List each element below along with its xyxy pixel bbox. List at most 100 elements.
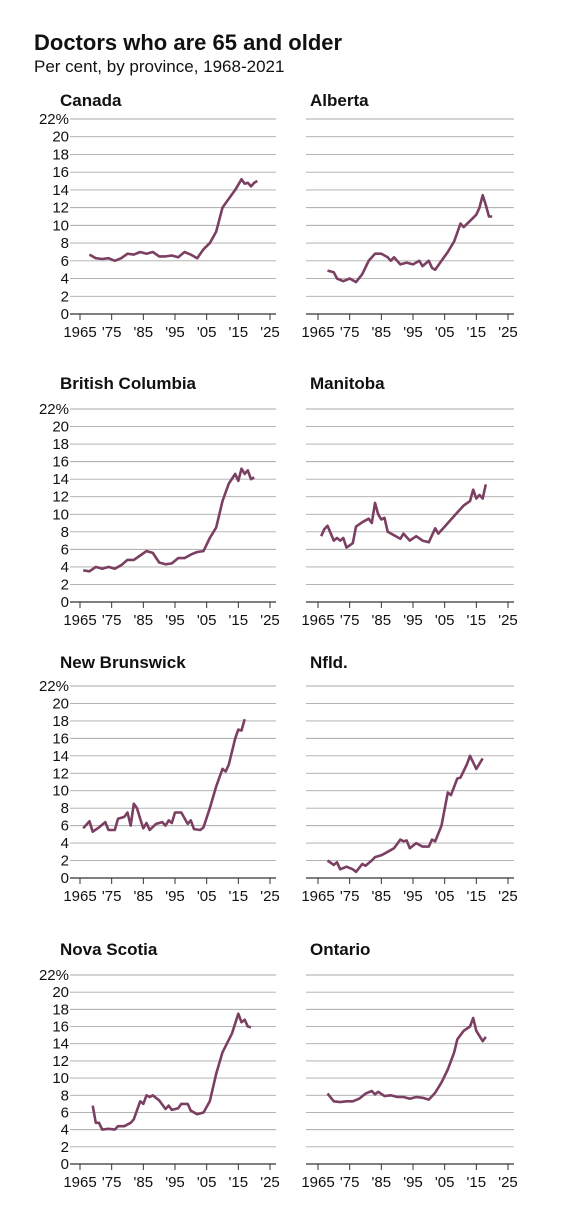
y-tick-label: 8 (61, 524, 69, 541)
y-tick-label: 18 (52, 713, 69, 730)
y-tick-label: 14 (52, 748, 69, 765)
x-tick-label: '25 (260, 888, 280, 905)
x-tick-label: '85 (134, 324, 154, 341)
x-tick-label: '85 (372, 888, 392, 905)
x-tick-label: 1965 (63, 1174, 96, 1191)
x-tick-label: '95 (403, 324, 423, 341)
x-tick-label: '25 (260, 324, 280, 341)
y-tick-label: 16 (52, 730, 69, 747)
y-tick-label: 12 (52, 489, 69, 506)
x-tick-label: '05 (197, 612, 217, 629)
y-tick-label: 2 (61, 288, 69, 305)
y-tick-label: 14 (52, 1036, 69, 1053)
data-line (83, 467, 255, 573)
y-tick-label: 22% (39, 678, 69, 695)
panel-title: British Columbia (60, 374, 197, 393)
x-tick-label: '75 (102, 888, 122, 905)
x-tick-label: '15 (229, 888, 249, 905)
y-tick-label: 10 (52, 783, 69, 800)
panel-title: Nfld. (310, 653, 348, 672)
x-tick-label: '05 (435, 888, 455, 905)
x-tick-label: '15 (467, 324, 487, 341)
x-tick-label: '15 (229, 1174, 249, 1191)
y-tick-label: 8 (61, 800, 69, 817)
x-tick-label: '85 (134, 612, 154, 629)
y-tick-label: 2 (61, 576, 69, 593)
y-tick-label: 20 (52, 419, 69, 436)
x-tick-label: 1965 (63, 888, 96, 905)
y-tick-label: 14 (52, 182, 69, 199)
panel-title: Ontario (310, 940, 370, 959)
y-tick-label: 8 (61, 235, 69, 252)
y-tick-label: 0 (61, 870, 69, 887)
x-tick-label: '15 (467, 612, 487, 629)
y-tick-label: 12 (52, 765, 69, 782)
x-tick-label: '15 (467, 888, 487, 905)
y-tick-label: 20 (52, 695, 69, 712)
panel-title: Manitoba (310, 374, 385, 393)
x-tick-label: '05 (197, 1174, 217, 1191)
x-tick-label: '95 (403, 1174, 423, 1191)
x-tick-label: '25 (260, 1174, 280, 1191)
x-tick-label: '85 (134, 1174, 154, 1191)
x-tick-label: '75 (340, 888, 360, 905)
x-tick-label: '85 (372, 1174, 392, 1191)
x-tick-label: '75 (340, 324, 360, 341)
y-tick-label: 10 (52, 506, 69, 523)
x-tick-label: '05 (435, 612, 455, 629)
data-line (88, 178, 258, 263)
y-tick-label: 2 (61, 1139, 69, 1156)
y-tick-label: 4 (61, 559, 69, 576)
panel-title: New Brunswick (60, 653, 186, 672)
y-tick-label: 4 (61, 835, 69, 852)
y-tick-label: 22% (39, 401, 69, 418)
x-tick-label: 1965 (301, 1174, 334, 1191)
x-tick-label: '95 (165, 324, 185, 341)
panel-title: Canada (60, 91, 122, 110)
y-tick-label: 0 (61, 1156, 69, 1173)
y-tick-label: 10 (52, 217, 69, 234)
x-tick-label: '25 (498, 1174, 518, 1191)
x-tick-label: '95 (403, 612, 423, 629)
y-tick-label: 18 (52, 436, 69, 453)
x-tick-label: '95 (165, 612, 185, 629)
x-tick-label: '75 (102, 324, 122, 341)
y-tick-label: 4 (61, 1122, 69, 1139)
data-line (326, 754, 484, 874)
x-tick-label: '25 (260, 612, 280, 629)
data-line (327, 193, 493, 284)
y-tick-label: 6 (61, 818, 69, 835)
panel-title: Nova Scotia (60, 940, 158, 959)
y-tick-label: 6 (61, 541, 69, 558)
x-tick-label: '75 (340, 612, 360, 629)
x-tick-label: '85 (372, 612, 392, 629)
y-tick-label: 12 (52, 200, 69, 217)
y-tick-label: 18 (52, 146, 69, 163)
y-tick-label: 10 (52, 1070, 69, 1087)
x-tick-label: 1965 (63, 612, 96, 629)
y-tick-label: 4 (61, 271, 69, 288)
x-tick-label: '95 (403, 888, 423, 905)
y-tick-label: 18 (52, 1001, 69, 1018)
x-tick-label: '05 (197, 324, 217, 341)
x-tick-label: 1965 (301, 324, 334, 341)
x-tick-label: '05 (197, 888, 217, 905)
y-tick-label: 20 (52, 129, 69, 146)
data-line (82, 718, 246, 833)
y-tick-label: 12 (52, 1053, 69, 1070)
x-tick-label: '15 (229, 324, 249, 341)
x-tick-label: '95 (165, 1174, 185, 1191)
y-tick-label: 6 (61, 253, 69, 270)
x-tick-label: 1965 (301, 612, 334, 629)
y-tick-label: 22% (39, 967, 69, 984)
y-tick-label: 2 (61, 853, 69, 870)
x-tick-label: '15 (467, 1174, 487, 1191)
y-tick-label: 16 (52, 454, 69, 471)
data-line (91, 1012, 252, 1131)
x-tick-label: '25 (498, 888, 518, 905)
x-tick-label: '05 (435, 324, 455, 341)
x-tick-label: '75 (340, 1174, 360, 1191)
x-tick-label: 1965 (301, 888, 334, 905)
x-tick-label: '75 (102, 1174, 122, 1191)
